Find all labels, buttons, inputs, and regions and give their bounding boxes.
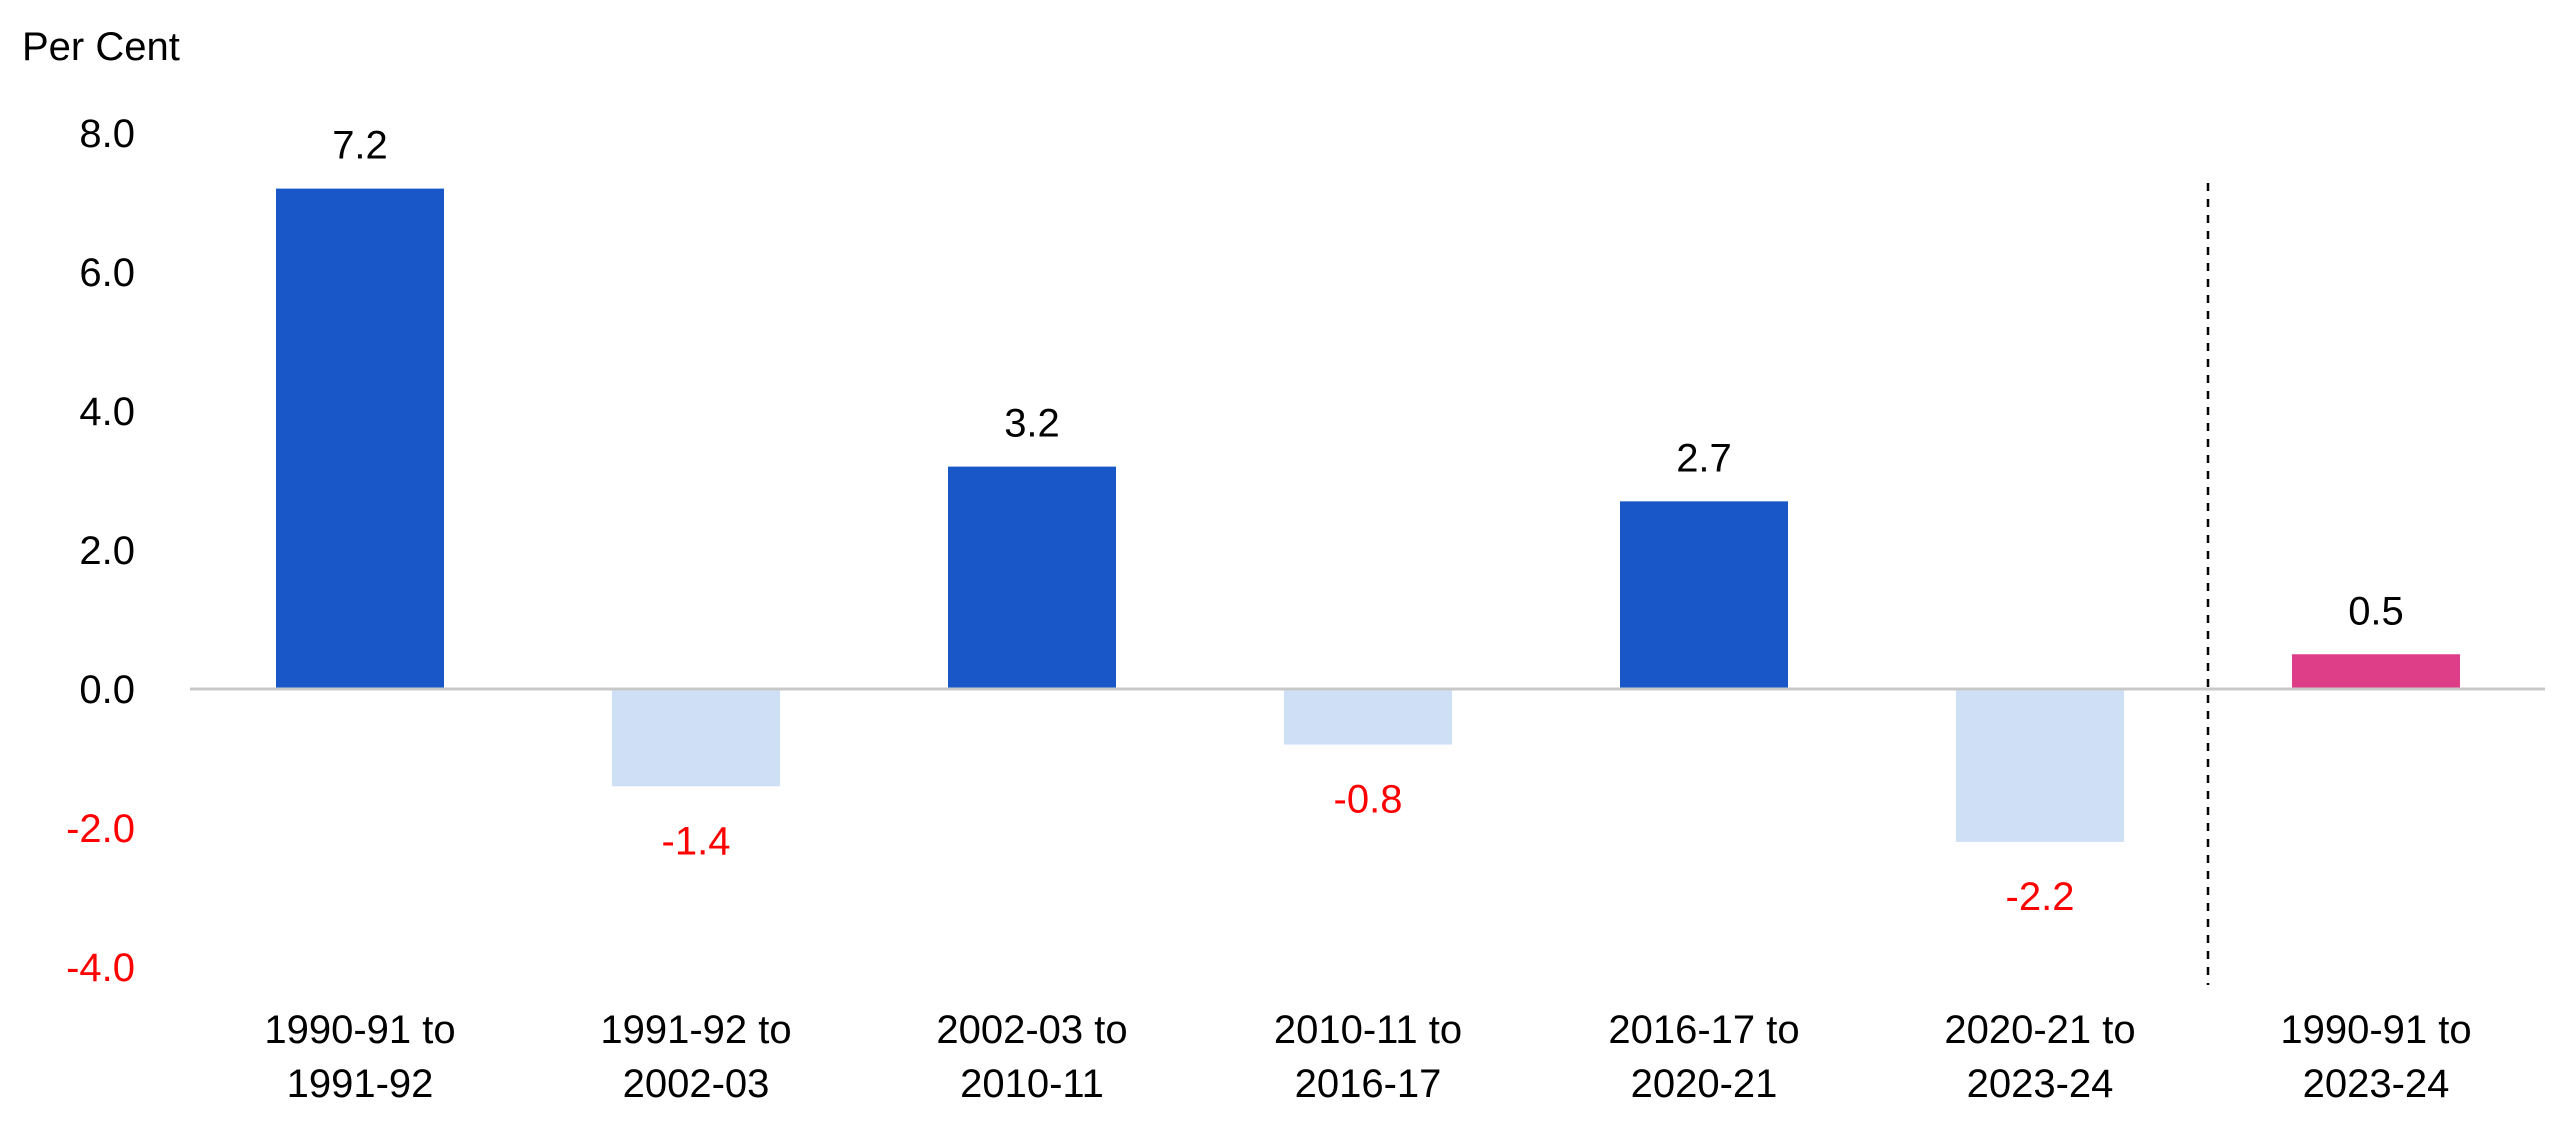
category-label: 1991-92 to 2002-03 (600, 1008, 791, 1106)
category-label-line: 1990-91 to (264, 1008, 455, 1052)
data-label: -2.2 (2006, 875, 2075, 919)
category-label-line: 2023-24 (2303, 1062, 2450, 1106)
y-tick-label: -2.0 (66, 807, 135, 851)
bar (276, 188, 444, 689)
bars-group (276, 188, 2460, 842)
y-axis-ticks: 8.0 6.0 4.0 2.0 0.0 -2.0 -4.0 (66, 112, 135, 990)
category-label-line: 2016-17 to (1608, 1008, 1799, 1052)
category-label-line: 2020-21 (1631, 1062, 1778, 1106)
category-label-line: 2016-17 (1295, 1062, 1442, 1106)
data-label: 3.2 (1004, 402, 1060, 446)
category-label: 1990-91 to 2023-24 (2280, 1008, 2471, 1106)
bar (1284, 689, 1452, 745)
y-tick-label: 0.0 (79, 668, 135, 712)
y-tick-label: -4.0 (66, 946, 135, 990)
data-labels-group: 7.2 -1.4 3.2 -0.8 2.7 -2.2 0.5 (332, 124, 2404, 919)
y-tick-label: 6.0 (79, 251, 135, 295)
category-label: 2002-03 to 2010-11 (936, 1008, 1127, 1106)
y-tick-label: 2.0 (79, 529, 135, 573)
y-axis-title: Per Cent (22, 25, 180, 69)
data-label: 2.7 (1676, 436, 1732, 480)
category-label-line: 1991-92 to (600, 1008, 791, 1052)
category-label: 2010-11 to 2016-17 (1274, 1008, 1462, 1106)
category-label-line: 2002-03 to (936, 1008, 1127, 1052)
category-label-line: 1991-92 (287, 1062, 434, 1106)
data-label: -1.4 (662, 819, 731, 863)
bar (948, 466, 1116, 689)
category-labels-group: 1990-91 to 1991-92 1991-92 to 2002-03 2002-0… (264, 1008, 2471, 1106)
bar (1956, 689, 2124, 842)
bar (1620, 501, 1788, 689)
data-label: -0.8 (1334, 778, 1403, 822)
category-label-line: 2010-11 (960, 1062, 1104, 1106)
data-label: 0.5 (2348, 589, 2404, 633)
category-label-line: 2023-24 (1967, 1062, 2114, 1106)
category-label-line: 2002-03 (623, 1062, 770, 1106)
category-label-line: 2010-11 to (1274, 1008, 1462, 1052)
category-label: 2020-21 to 2023-24 (1944, 1008, 2135, 1106)
data-label: 7.2 (332, 124, 388, 168)
category-label-line: 1990-91 to (2280, 1008, 2471, 1052)
y-tick-label: 8.0 (79, 112, 135, 156)
y-tick-label: 4.0 (79, 390, 135, 434)
bar (2292, 654, 2460, 689)
category-label: 1990-91 to 1991-92 (264, 1008, 455, 1106)
bar (612, 689, 780, 787)
category-label: 2016-17 to 2020-21 (1608, 1008, 1799, 1106)
category-label-line: 2020-21 to (1944, 1008, 2135, 1052)
